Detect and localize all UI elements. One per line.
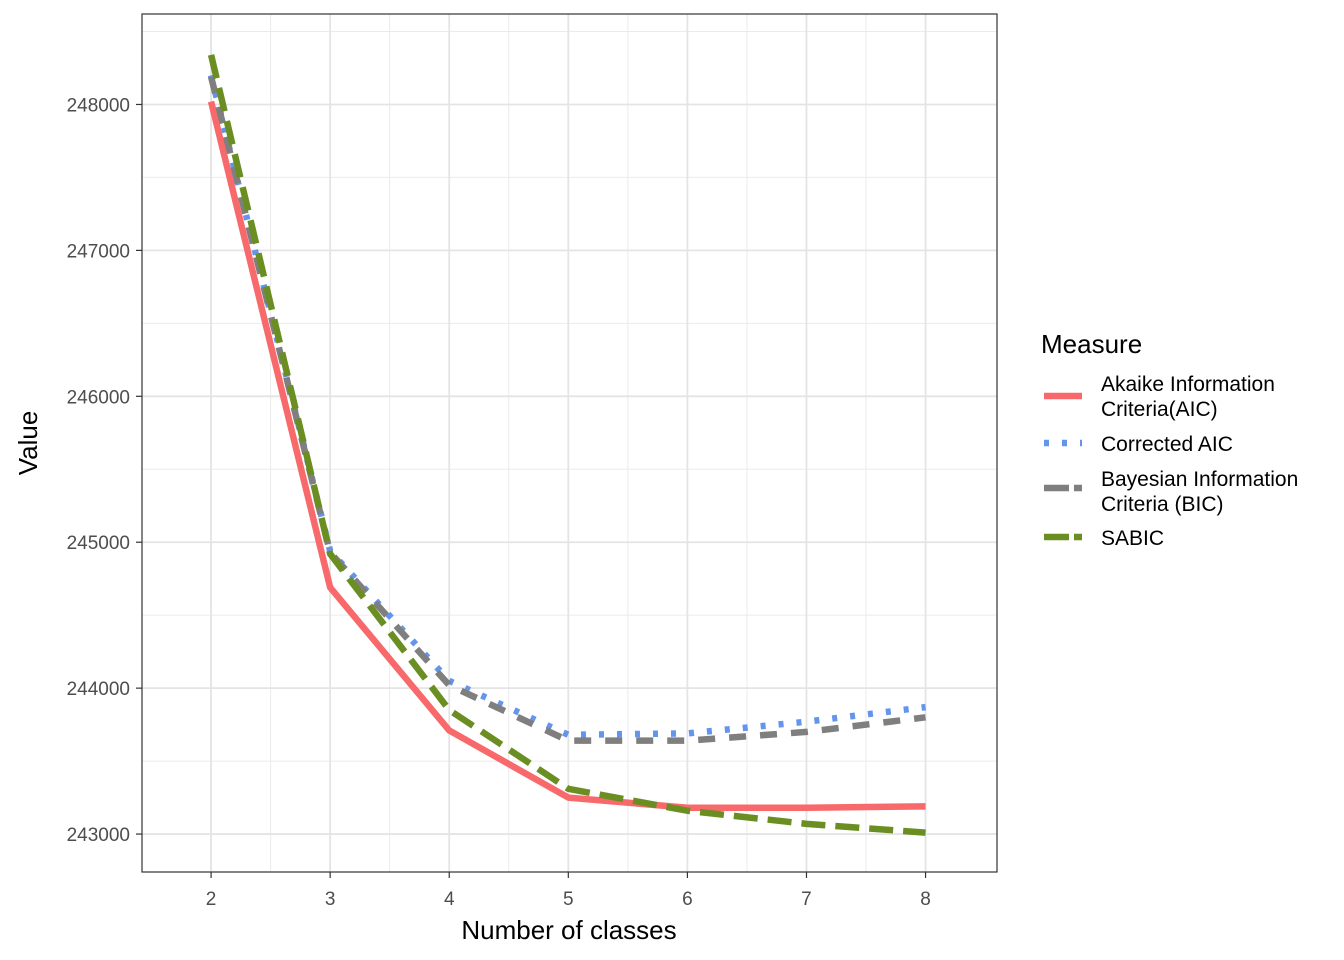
major-gridlines [142,14,997,872]
y-tick-label: 243000 [67,825,130,846]
y-axis: 243000 244000 245000 246000 247000 248000 [67,95,142,846]
y-tick-label: 248000 [67,95,130,116]
x-axis: 2 3 4 5 6 7 8 [206,872,931,910]
x-axis-title: Number of classes [461,915,676,945]
legend-label-1: Criteria(AIC) [1101,398,1218,421]
y-tick-label: 244000 [67,679,130,700]
legend-label-3: Criteria (BIC) [1101,493,1224,516]
y-tick-label: 247000 [67,241,130,262]
series-layer [207,54,926,836]
y-tick-label: 245000 [67,533,130,554]
y-axis-title: Value [13,411,43,476]
x-tick-label: 3 [325,889,336,910]
x-tick-label: 6 [682,889,693,910]
series-line-3 [207,75,926,744]
plot-border [141,13,998,873]
x-tick-label: 4 [444,889,455,910]
legend-title: Measure [1041,329,1142,359]
series-line-4 [207,54,926,836]
legend-label-4: SABIC [1101,527,1164,550]
series-line-1 [207,100,926,812]
x-tick-label: 8 [920,889,931,910]
legend-label-3: Bayesian Information [1101,468,1298,491]
y-tick-label: 246000 [67,387,130,408]
x-tick-label: 7 [801,889,812,910]
x-tick-label: 5 [563,889,574,910]
x-tick-label: 2 [206,889,217,910]
minor-gridlines [142,14,997,872]
legend-label-1: Akaike Information [1101,373,1275,396]
legend-label-2: Corrected AIC [1101,433,1233,456]
